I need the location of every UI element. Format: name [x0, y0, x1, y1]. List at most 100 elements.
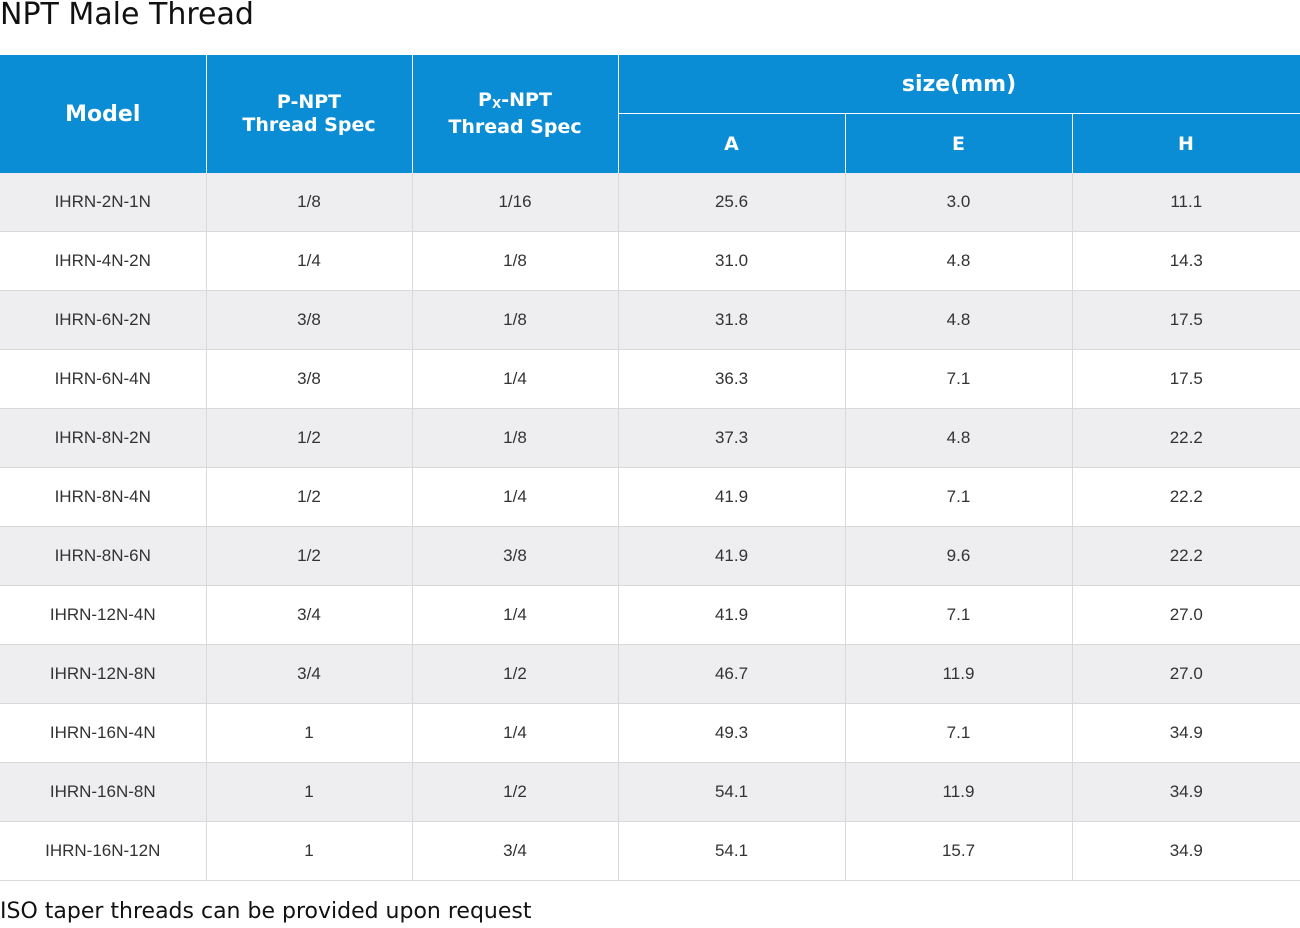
p-npt-thread-spec-label: Thread Spec — [242, 114, 376, 136]
cell-e: 11.9 — [844, 644, 1073, 704]
cell-h: 34.9 — [1071, 821, 1300, 881]
cell-p-npt: 1 — [205, 762, 413, 822]
px-npt-label: PX-NPT — [478, 89, 552, 111]
cell-model: IHRN-12N-4N — [0, 585, 207, 645]
cell-a: 31.8 — [617, 290, 846, 350]
column-header-p-npt: P-NPT Thread Spec — [205, 55, 413, 173]
footnote: ISO taper threads can be provided upon r… — [0, 899, 532, 924]
column-header-model: Model — [0, 55, 207, 173]
table-row: IHRN-16N-8N 1 1/2 54.1 11.9 34.9 — [0, 762, 1300, 822]
cell-model: IHRN-12N-8N — [0, 644, 207, 704]
cell-model: IHRN-2N-1N — [0, 173, 207, 232]
cell-e: 4.8 — [844, 231, 1073, 291]
cell-h: 14.3 — [1071, 231, 1300, 291]
cell-a: 41.9 — [617, 585, 846, 645]
cell-model: IHRN-16N-4N — [0, 703, 207, 763]
column-header-size: size(mm) — [617, 55, 1300, 114]
cell-a: 41.9 — [617, 467, 846, 527]
p-npt-label: P-NPT — [276, 91, 342, 113]
table-row: IHRN-8N-2N 1/2 1/8 37.3 4.8 22.2 — [0, 408, 1300, 468]
cell-a: 37.3 — [617, 408, 846, 468]
cell-model: IHRN-6N-2N — [0, 290, 207, 350]
cell-px-npt: 1/2 — [411, 762, 619, 822]
cell-p-npt: 1/2 — [205, 526, 413, 586]
cell-a: 41.9 — [617, 526, 846, 586]
table-header: Model P-NPT Thread Spec PX-NPT Thread Sp… — [0, 55, 1300, 173]
page-title: NPT Male Thread — [0, 0, 254, 32]
table-row: IHRN-8N-6N 1/2 3/8 41.9 9.6 22.2 — [0, 526, 1300, 586]
cell-model: IHRN-8N-2N — [0, 408, 207, 468]
cell-px-npt: 1/2 — [411, 644, 619, 704]
cell-e: 9.6 — [844, 526, 1073, 586]
table-row: IHRN-16N-12N 1 3/4 54.1 15.7 34.9 — [0, 821, 1300, 881]
cell-a: 54.1 — [617, 762, 846, 822]
cell-px-npt: 1/8 — [411, 290, 619, 350]
table-row: IHRN-4N-2N 1/4 1/8 31.0 4.8 14.3 — [0, 231, 1300, 291]
table-row: IHRN-6N-4N 3/8 1/4 36.3 7.1 17.5 — [0, 349, 1300, 409]
table-row: IHRN-16N-4N 1 1/4 49.3 7.1 34.9 — [0, 703, 1300, 763]
cell-a: 49.3 — [617, 703, 846, 763]
cell-model: IHRN-8N-6N — [0, 526, 207, 586]
cell-h: 22.2 — [1071, 408, 1300, 468]
cell-a: 54.1 — [617, 821, 846, 881]
cell-px-npt: 3/4 — [411, 821, 619, 881]
cell-px-npt: 1/4 — [411, 349, 619, 409]
cell-p-npt: 3/8 — [205, 290, 413, 350]
table-row: IHRN-2N-1N 1/8 1/16 25.6 3.0 11.1 — [0, 173, 1300, 232]
cell-px-npt: 1/4 — [411, 467, 619, 527]
cell-e: 7.1 — [844, 467, 1073, 527]
cell-h: 34.9 — [1071, 703, 1300, 763]
table-body: IHRN-2N-1N 1/8 1/16 25.6 3.0 11.1 IHRN-4N-2N 1/… — [0, 173, 1300, 881]
cell-h: 11.1 — [1071, 173, 1300, 232]
cell-h: 17.5 — [1071, 290, 1300, 350]
cell-px-npt: 1/16 — [411, 173, 619, 232]
cell-p-npt: 3/4 — [205, 585, 413, 645]
cell-a: 46.7 — [617, 644, 846, 704]
cell-p-npt: 1/8 — [205, 173, 413, 232]
cell-model: IHRN-16N-8N — [0, 762, 207, 822]
cell-p-npt: 1/2 — [205, 408, 413, 468]
cell-h: 17.5 — [1071, 349, 1300, 409]
column-header-px-npt: PX-NPT Thread Spec — [411, 55, 619, 173]
px-npt-thread-spec-label: Thread Spec — [448, 116, 582, 138]
thread-spec-table: Model P-NPT Thread Spec PX-NPT Thread Sp… — [0, 55, 1300, 881]
cell-model: IHRN-8N-4N — [0, 467, 207, 527]
cell-h: 34.9 — [1071, 762, 1300, 822]
column-header-e: E — [844, 113, 1073, 173]
cell-a: 36.3 — [617, 349, 846, 409]
cell-a: 25.6 — [617, 173, 846, 232]
cell-e: 7.1 — [844, 703, 1073, 763]
cell-px-npt: 1/8 — [411, 231, 619, 291]
cell-e: 11.9 — [844, 762, 1073, 822]
table-row: IHRN-6N-2N 3/8 1/8 31.8 4.8 17.5 — [0, 290, 1300, 350]
cell-h: 27.0 — [1071, 644, 1300, 704]
column-header-h: H — [1071, 113, 1300, 173]
cell-p-npt: 1/4 — [205, 231, 413, 291]
cell-px-npt: 3/8 — [411, 526, 619, 586]
table-row: IHRN-12N-4N 3/4 1/4 41.9 7.1 27.0 — [0, 585, 1300, 645]
cell-model: IHRN-6N-4N — [0, 349, 207, 409]
cell-p-npt: 1 — [205, 703, 413, 763]
table-row: IHRN-12N-8N 3/4 1/2 46.7 11.9 27.0 — [0, 644, 1300, 704]
cell-e: 3.0 — [844, 173, 1073, 232]
column-header-a: A — [618, 113, 846, 173]
cell-p-npt: 1 — [205, 821, 413, 881]
cell-e: 7.1 — [844, 349, 1073, 409]
cell-h: 27.0 — [1071, 585, 1300, 645]
table-row: IHRN-8N-4N 1/2 1/4 41.9 7.1 22.2 — [0, 467, 1300, 527]
cell-p-npt: 3/8 — [205, 349, 413, 409]
cell-e: 4.8 — [844, 290, 1073, 350]
cell-model: IHRN-4N-2N — [0, 231, 207, 291]
cell-e: 15.7 — [844, 821, 1073, 881]
cell-a: 31.0 — [617, 231, 846, 291]
cell-h: 22.2 — [1071, 526, 1300, 586]
cell-p-npt: 1/2 — [205, 467, 413, 527]
cell-model: IHRN-16N-12N — [0, 821, 207, 881]
cell-e: 7.1 — [844, 585, 1073, 645]
cell-p-npt: 3/4 — [205, 644, 413, 704]
cell-px-npt: 1/4 — [411, 585, 619, 645]
cell-px-npt: 1/8 — [411, 408, 619, 468]
cell-px-npt: 1/4 — [411, 703, 619, 763]
cell-e: 4.8 — [844, 408, 1073, 468]
cell-h: 22.2 — [1071, 467, 1300, 527]
